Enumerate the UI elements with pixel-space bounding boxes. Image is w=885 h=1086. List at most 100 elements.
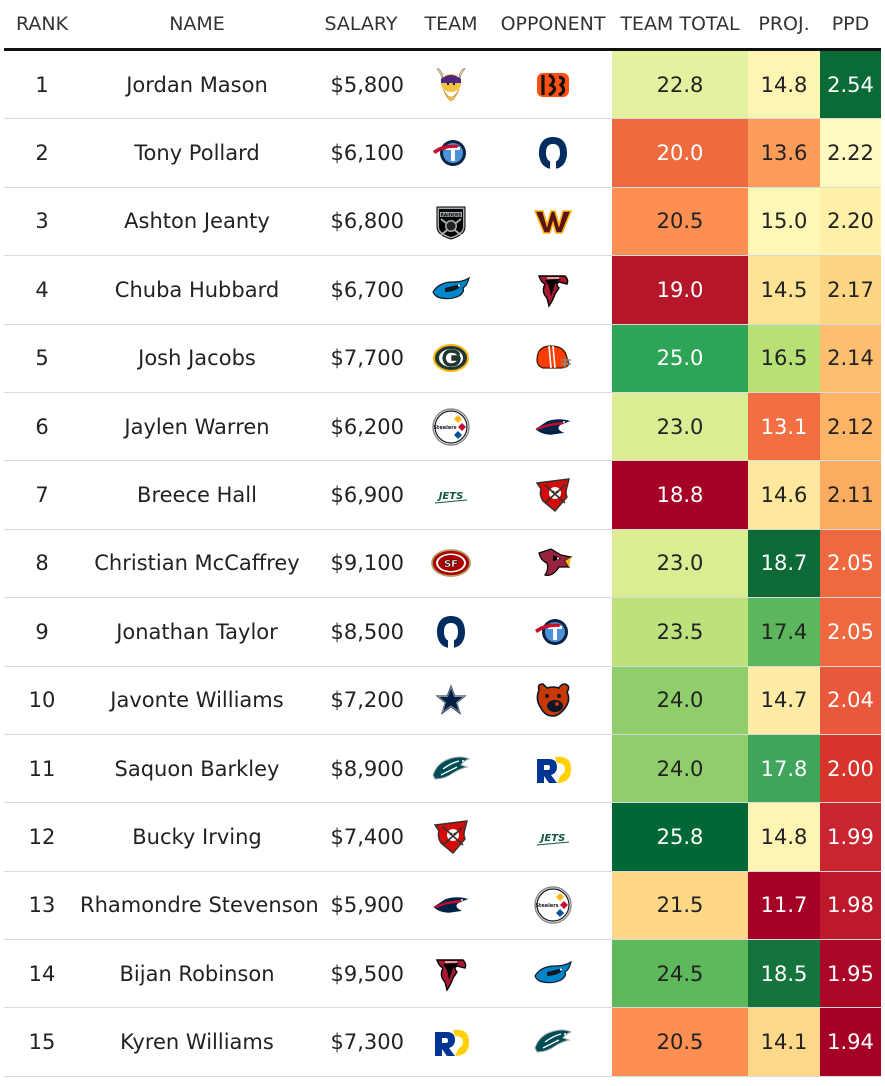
rank-cell: 7 xyxy=(4,460,80,530)
rank-cell: 2 xyxy=(4,118,80,188)
rank-cell: 11 xyxy=(4,734,80,804)
table-row: 2 Tony Pollard $6,100 20.0 13.6 2.22 xyxy=(4,118,881,188)
header-ppd[interactable]: PPD xyxy=(820,0,881,51)
rank-cell: 9 xyxy=(4,597,80,667)
ppd-cell: 2.11 xyxy=(820,460,881,530)
salary-cell: $7,300 xyxy=(314,1007,408,1077)
cowboys-logo xyxy=(429,680,473,720)
team-logo-cell: JETS xyxy=(408,460,494,530)
team-logo-cell xyxy=(408,871,494,941)
header-name[interactable]: NAME xyxy=(80,0,314,51)
steelers-logo: Steelers xyxy=(531,885,575,925)
proj-cell: 13.1 xyxy=(748,392,820,462)
team-total-cell: 24.0 xyxy=(612,666,748,735)
table-row: 8 Christian McCaffrey $9,100 SF 23.0 18.7 2.05 xyxy=(4,529,881,599)
opponent-logo-cell xyxy=(494,255,612,325)
player-name-cell: Christian McCaffrey xyxy=(80,529,314,599)
proj-cell: 14.8 xyxy=(748,802,820,872)
team-logo-cell xyxy=(408,666,494,735)
header-team[interactable]: TEAM xyxy=(408,0,494,51)
player-name-cell: Kyren Williams xyxy=(80,1007,314,1077)
ppd-cell: 2.14 xyxy=(820,324,881,393)
titans-logo xyxy=(531,612,575,652)
table-row: 14 Bijan Robinson $9,500 24.5 18.5 1.95 xyxy=(4,939,881,1009)
player-name-cell: Saquon Barkley xyxy=(80,734,314,804)
jets-logo: JETS xyxy=(429,475,473,515)
ppd-cell: 1.95 xyxy=(820,939,881,1009)
player-name-cell: Jonathan Taylor xyxy=(80,597,314,667)
rank-cell: 8 xyxy=(4,529,80,599)
rank-cell: 5 xyxy=(4,324,80,393)
team-logo-cell xyxy=(408,324,494,393)
svg-text:JETS: JETS xyxy=(539,833,566,844)
salary-cell: $6,200 xyxy=(314,392,408,462)
table-row: 1 Jordan Mason $5,800 22.8 14.8 2.54 xyxy=(4,49,881,120)
rank-cell: 10 xyxy=(4,666,80,735)
team-total-cell: 20.5 xyxy=(612,1007,748,1077)
ppd-cell: 2.05 xyxy=(820,529,881,599)
team-logo-cell xyxy=(408,802,494,872)
table-row: 6 Jaylen Warren $6,200 Steelers 23.0 13.1 2.12 xyxy=(4,392,881,462)
steelers-logo: Steelers xyxy=(429,407,473,447)
commanders-logo xyxy=(531,201,575,241)
header-rank[interactable]: RANK xyxy=(4,0,80,51)
opponent-logo-cell xyxy=(494,460,612,530)
opponent-logo-cell xyxy=(494,529,612,599)
salary-cell: $8,900 xyxy=(314,734,408,804)
player-name-cell: Bucky Irving xyxy=(80,802,314,872)
team-logo-cell: Steelers xyxy=(408,392,494,462)
team-logo-cell xyxy=(408,939,494,1009)
table-row: 9 Jonathan Taylor $8,500 23.5 17.4 2.05 xyxy=(4,597,881,667)
header-proj[interactable]: PROJ. xyxy=(748,0,820,51)
opponent-logo-cell xyxy=(494,939,612,1009)
team-logo-cell xyxy=(408,255,494,325)
rank-cell: 1 xyxy=(4,49,80,120)
proj-cell: 11.7 xyxy=(748,871,820,941)
ppd-cell: 1.98 xyxy=(820,871,881,941)
header-team-total[interactable]: TEAM TOTAL xyxy=(612,0,748,51)
player-name-cell: Rhamondre Stevenson xyxy=(80,871,319,941)
opponent-logo-cell xyxy=(494,1007,612,1077)
buccaneers-logo xyxy=(429,817,473,857)
proj-cell: 14.6 xyxy=(748,460,820,530)
ppd-cell: 1.94 xyxy=(820,1007,881,1077)
table-row: 13 Rhamondre Stevenson $5,900 Steelers 21.5 1… xyxy=(4,871,881,941)
opponent-logo-cell xyxy=(494,597,612,667)
team-total-cell: 23.0 xyxy=(612,392,748,462)
team-total-cell: 18.8 xyxy=(612,460,748,530)
player-name-cell: Javonte Williams xyxy=(80,666,314,735)
opponent-logo-cell: Steelers xyxy=(494,871,612,941)
panthers-logo xyxy=(531,954,575,994)
salary-cell: $7,200 xyxy=(314,666,408,735)
salary-cell: $7,400 xyxy=(314,802,408,872)
team-total-cell: 25.0 xyxy=(612,324,748,393)
rank-cell: 14 xyxy=(4,939,80,1009)
team-logo-cell xyxy=(408,49,494,120)
opponent-logo-cell xyxy=(494,49,612,120)
header-opponent[interactable]: OPPONENT xyxy=(494,0,612,51)
opponent-logo-cell xyxy=(494,118,612,188)
table-row: 5 Josh Jacobs $7,700 25.0 16.5 2.14 xyxy=(4,324,881,393)
ppd-cell: 2.22 xyxy=(820,118,881,188)
proj-cell: 16.5 xyxy=(748,324,820,393)
rams-logo xyxy=(429,1022,473,1062)
team-logo-cell: SF xyxy=(408,529,494,599)
table-row: 7 Breece Hall $6,900 JETS 18.8 14.6 2.11 xyxy=(4,460,881,530)
opponent-logo-cell xyxy=(494,324,612,393)
rank-cell: 6 xyxy=(4,392,80,462)
rank-cell: 13 xyxy=(4,871,80,941)
team-logo-cell xyxy=(408,118,494,188)
salary-cell: $6,700 xyxy=(314,255,408,325)
rank-cell: 12 xyxy=(4,802,80,872)
table-row: 10 Javonte Williams $7,200 24.0 14.7 2.04 xyxy=(4,666,881,735)
player-name-cell: Jaylen Warren xyxy=(80,392,314,462)
proj-cell: 17.8 xyxy=(748,734,820,804)
packers-logo xyxy=(429,338,473,378)
table-row: 12 Bucky Irving $7,400 JETS 25.8 14.8 1.99 xyxy=(4,802,881,872)
ppd-cell: 2.05 xyxy=(820,597,881,667)
team-logo-cell: RAIDERS xyxy=(408,187,494,257)
team-total-cell: 24.5 xyxy=(612,939,748,1009)
ppd-cell: 2.20 xyxy=(820,187,881,257)
header-salary[interactable]: SALARY xyxy=(314,0,408,51)
svg-text:RAIDERS: RAIDERS xyxy=(441,213,462,218)
